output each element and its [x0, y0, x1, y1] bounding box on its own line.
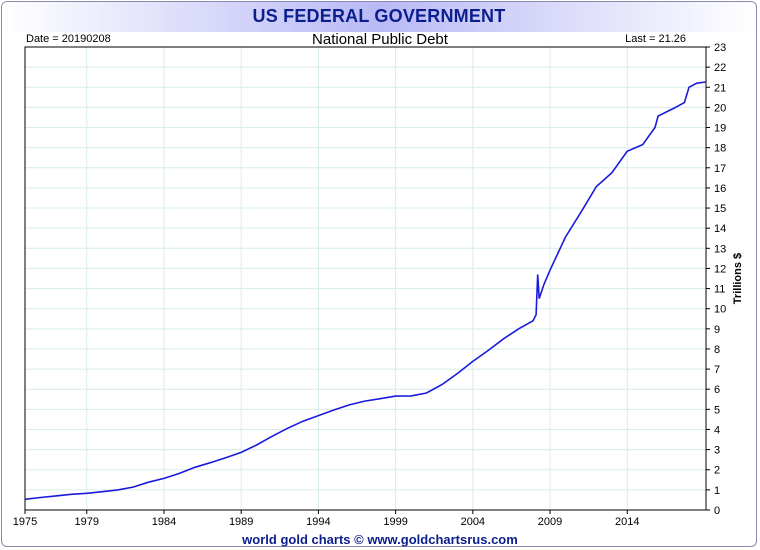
y-tick-label: 1	[714, 485, 720, 497]
y-tick-label: 18	[714, 143, 726, 155]
y-tick-label: 22	[714, 62, 726, 74]
y-tick-label: 6	[714, 384, 720, 396]
y-tick-label: 19	[714, 123, 726, 135]
y-tick-label: 10	[714, 304, 726, 316]
y-tick-label: 2	[714, 465, 720, 477]
national-debt-line	[24, 81, 707, 501]
y-tick-label: 14	[714, 223, 726, 235]
x-tick-label: 2009	[538, 516, 562, 528]
y-tick-label: 9	[714, 324, 720, 336]
chart-subtitle: National Public Debt	[312, 31, 448, 48]
plot-area	[24, 46, 707, 511]
y-tick-label: 3	[714, 445, 720, 457]
y-tick-label: 0	[714, 505, 720, 517]
x-tick-label: 1994	[306, 516, 330, 528]
x-tick-label: 1989	[229, 516, 253, 528]
y-tick-label: 21	[714, 82, 726, 94]
y-tick-label: 11	[714, 284, 725, 296]
y-tick-label: 8	[714, 344, 720, 356]
chart-title: US FEDERAL GOVERNMENT	[252, 6, 506, 26]
y-tick-label: 13	[714, 243, 726, 255]
y-tick-label: 5	[714, 404, 720, 416]
last-value-label: Last = 21.26	[625, 33, 686, 45]
x-tick-label: 2004	[461, 516, 485, 528]
y-tick-label: 20	[714, 102, 726, 114]
x-tick-label: 1984	[152, 516, 176, 528]
grid-lines	[24, 47, 706, 510]
x-tick-label: 1999	[383, 516, 407, 528]
x-tick-label: 2014	[615, 516, 639, 528]
y-tick-label: 16	[714, 183, 726, 195]
y-tick-label: 23	[714, 42, 726, 54]
x-axis: 1975 1979 1984 1989 1994 1999 2004 2009 2014	[13, 510, 639, 528]
y-tick-label: 15	[714, 203, 726, 215]
y-tick-label: 17	[714, 163, 726, 175]
y-tick-label: 4	[714, 424, 720, 436]
title-banner: US FEDERAL GOVERNMENT	[2, 2, 756, 32]
date-label: Date = 20190208	[26, 33, 111, 45]
y-axis-label: Trillions $	[732, 253, 744, 304]
x-tick-label: 1975	[13, 516, 37, 528]
x-tick-label: 1979	[75, 516, 99, 528]
footer-credit: world gold charts © www.goldchartsrus.co…	[242, 532, 518, 547]
y-tick-label: 7	[714, 364, 720, 376]
y-tick-label: 12	[714, 263, 726, 275]
